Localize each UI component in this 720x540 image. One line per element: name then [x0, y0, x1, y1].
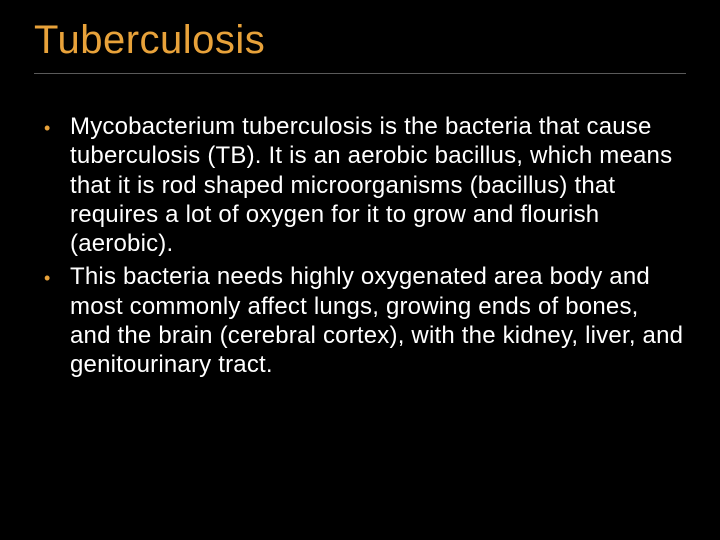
bullet-item: • This bacteria needs highly oxygenated … [42, 262, 686, 379]
bullet-marker-icon: • [42, 262, 70, 294]
slide: Tuberculosis • Mycobacterium tuberculosi… [0, 0, 720, 540]
bullet-text: This bacteria needs highly oxygenated ar… [70, 262, 686, 379]
bullet-item: • Mycobacterium tuberculosis is the bact… [42, 112, 686, 258]
bullet-text: Mycobacterium tuberculosis is the bacter… [70, 112, 686, 258]
slide-title: Tuberculosis [34, 18, 686, 74]
slide-body: • Mycobacterium tuberculosis is the bact… [34, 112, 686, 379]
bullet-marker-icon: • [42, 112, 70, 144]
